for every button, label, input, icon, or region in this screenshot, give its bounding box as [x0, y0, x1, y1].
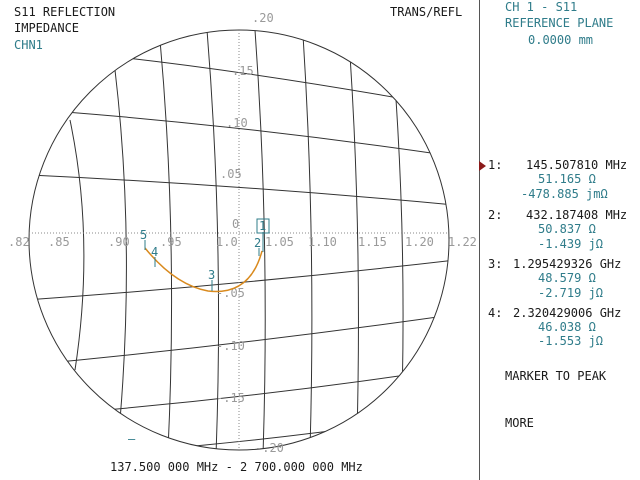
imag-axis-tick-label: -.15 [216, 391, 245, 405]
real-axis-tick-label: .82 [8, 235, 30, 249]
marker-3-imag: -2.719 jΩ [538, 286, 604, 300]
imag-axis-tick-label: -.20 [255, 441, 284, 455]
marker-3-real: 48.579 Ω [538, 271, 596, 285]
grid-line [254, 30, 266, 450]
grid-line [29, 174, 449, 206]
real-axis-tick-label: 1.15 [358, 235, 387, 249]
marker-2-freq: 432.187408 MHz [526, 208, 628, 222]
smith-chart: .82.85.90.95 1.0 1.05 1.10 1.15 1.20 1.22 .20.… [8, 11, 477, 455]
marker-4-label: 4 [151, 245, 158, 259]
reference-plane-value: 0.0000 mm [528, 33, 594, 47]
active-marker-arrow-icon [479, 161, 486, 171]
grid-line [99, 54, 411, 101]
marker-to-peak-softkey[interactable]: MARKER TO PEAK [505, 369, 607, 383]
grid-line [69, 119, 85, 371]
channel-label: CHN1 [14, 38, 43, 52]
imag-axis-tick-label: .20 [252, 11, 274, 25]
marker-2-real: 50.837 Ω [538, 222, 596, 236]
grid-line [394, 84, 404, 401]
more-softkey[interactable]: MORE [505, 416, 534, 430]
sweep-span: 137.500 000 MHz - 2 700.000 000 MHz [110, 460, 363, 474]
format-label: IMPEDANCE [14, 21, 80, 35]
real-axis-tick-label: 1.0 [216, 235, 238, 249]
marker-2-number: 2: [488, 208, 503, 222]
reference-plane-label: REFERENCE PLANE [505, 16, 614, 30]
imag-axis-tick-label: .10 [226, 116, 248, 130]
bottom-dash: – [128, 432, 136, 446]
grid-line [114, 69, 127, 421]
panel-divider [479, 0, 480, 480]
marker-1-real: 51.165 Ω [538, 172, 596, 186]
marker-3-label: 3 [208, 268, 215, 282]
marker-1-label: 1 [259, 219, 266, 233]
s11-trace [144, 247, 263, 293]
marker-1-freq: 145.507810 MHz [526, 158, 628, 172]
marker-4-imag: -1.553 jΩ [538, 334, 604, 348]
marker-5-label: 5 [140, 228, 147, 242]
marker-4-freq: 2.320429006 GHz [513, 306, 622, 320]
marker-3-number: 3: [488, 257, 503, 271]
real-axis-tick-label: 1.20 [405, 235, 434, 249]
imag-axis-tick-label: .05 [220, 167, 242, 181]
real-axis-tick-label: .90 [108, 235, 130, 249]
marker-3-freq: 1.295429326 GHz [513, 257, 622, 271]
grid-line [206, 30, 220, 450]
marker-1-imag: -478.885 jmΩ [521, 187, 608, 201]
marker-2-label: 2 [254, 236, 261, 250]
mode-label: TRANS/REFL [390, 5, 463, 19]
grid-line [349, 54, 359, 436]
marker-2-imag: -1.439 jΩ [538, 237, 604, 251]
marker-4-number: 4: [488, 306, 503, 320]
imag-axis-tick-label: 0 [232, 217, 239, 231]
marker-1-box[interactable] [256, 218, 270, 234]
real-axis-tick-label: 1.05 [265, 235, 294, 249]
real-axis-tick-label: .95 [160, 235, 182, 249]
grid-line [29, 314, 449, 366]
imag-axis-tick-label: -.05 [216, 286, 245, 300]
real-axis-tick-label: 1.22 [448, 235, 477, 249]
grid-line [302, 34, 313, 450]
real-axis-tick-label: 1.10 [308, 235, 337, 249]
measurement-title: S11 REFLECTION [14, 5, 116, 19]
real-axis-tick-label: .85 [48, 235, 70, 249]
grid-line [159, 39, 173, 450]
grid-line [39, 109, 446, 156]
imag-axis-tick-label: .15 [232, 64, 254, 78]
channel-param: CH 1 - S11 [505, 0, 578, 14]
grid-line [29, 259, 449, 301]
marker-4-real: 46.038 Ω [538, 320, 596, 334]
imag-axis-tick-label: -.10 [216, 339, 245, 353]
marker-1-number: 1: [488, 158, 503, 172]
